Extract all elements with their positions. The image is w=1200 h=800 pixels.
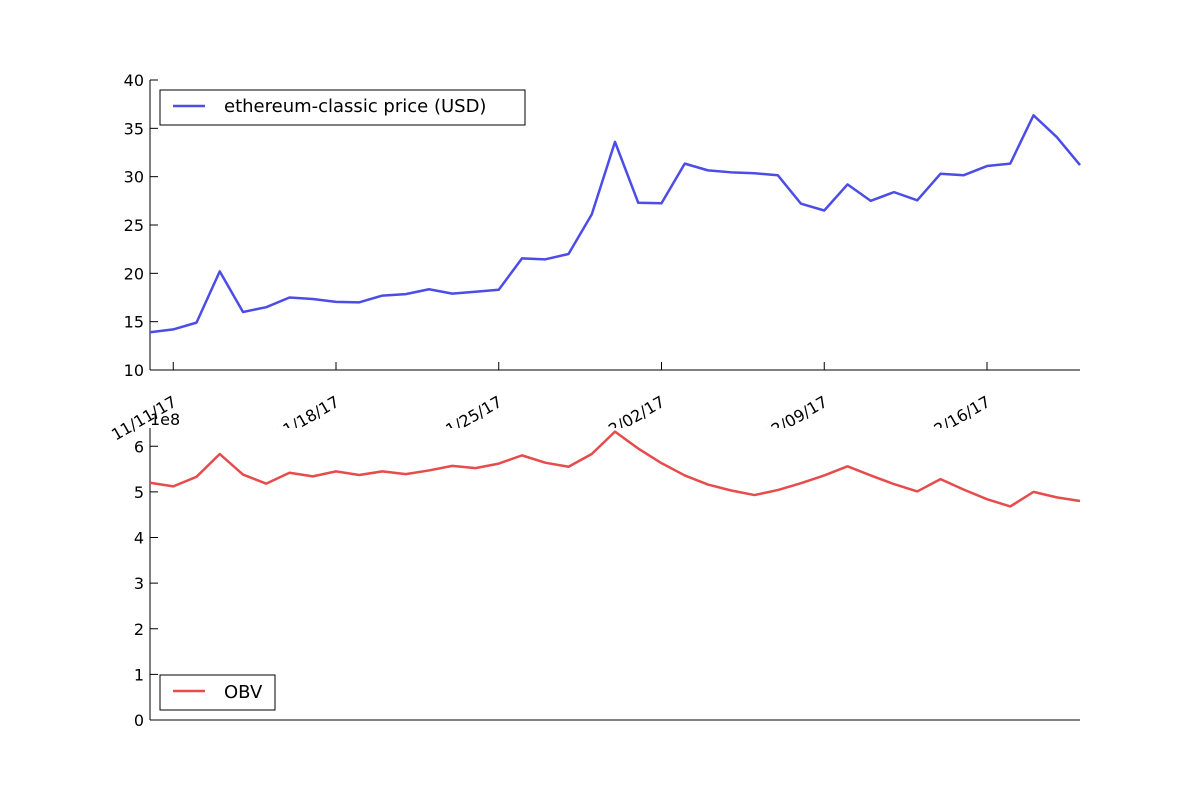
obv-y-tick-label: 1 — [134, 665, 144, 684]
price-y-tick-label: 40 — [124, 71, 144, 90]
obv-legend-box — [159, 674, 276, 711]
price-y-tick-label: 10 — [124, 361, 144, 380]
price-y-tick-label: 35 — [124, 119, 144, 138]
obv-y-tick-label: 6 — [134, 437, 144, 456]
obv-chart: 0 1 2 3 4 5 6 1e8 OBV — [134, 410, 1081, 730]
price-series-line — [149, 114, 1081, 334]
obv-series-line — [149, 430, 1081, 508]
obv-y-ticks: 0 1 2 3 4 5 6 — [134, 437, 158, 730]
obv-y-tick-label: 0 — [134, 711, 144, 730]
obv-axes-frame — [150, 428, 1080, 720]
price-y-tick-label: 25 — [124, 216, 144, 235]
price-legend-box — [159, 89, 526, 126]
price-axes-frame — [150, 80, 1080, 370]
price-x-ticks — [172, 362, 988, 370]
price-y-tick-label: 20 — [124, 264, 144, 283]
obv-y-tick-label: 2 — [134, 620, 144, 639]
price-y-tick-label: 15 — [124, 313, 144, 332]
obv-offset-text: 1e8 — [150, 410, 180, 429]
price-y-ticks: 10 15 20 25 30 35 40 — [124, 71, 158, 380]
obv-y-tick-label: 5 — [134, 483, 144, 502]
obv-y-tick-label: 4 — [134, 529, 144, 548]
price-legend: ethereum-classic price (USD) — [159, 89, 526, 126]
price-legend-label: ethereum-classic price (USD) — [224, 96, 486, 117]
price-y-tick-label: 30 — [124, 168, 144, 187]
obv-legend-label: OBV — [224, 682, 263, 703]
obv-legend: OBV — [159, 674, 276, 711]
obv-y-tick-label: 3 — [134, 574, 144, 593]
